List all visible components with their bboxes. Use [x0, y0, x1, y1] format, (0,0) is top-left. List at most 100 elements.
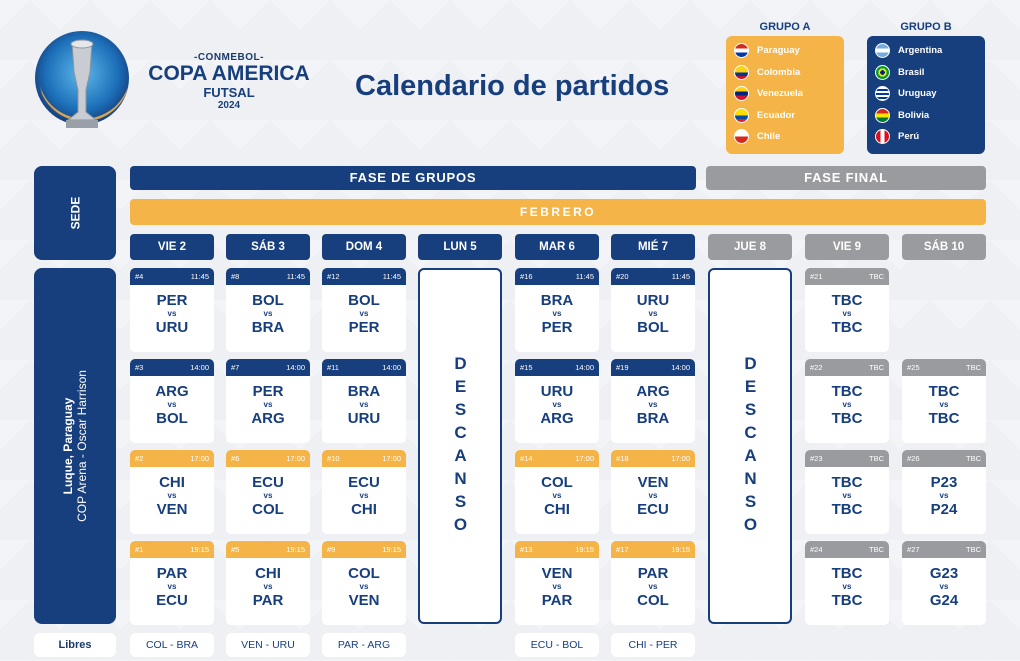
match-away-team: TBC — [831, 319, 863, 336]
match-vs: vs — [359, 309, 369, 318]
match-card: #7 14:00 PER vs ARG — [226, 359, 310, 443]
group-a-team: Colombia — [757, 66, 801, 78]
match-time: 17:00 — [286, 454, 305, 463]
match-header: #1 19:15 — [130, 541, 214, 558]
match-card: #13 19:15 VEN vs PAR — [515, 541, 599, 625]
match-away-team: PER — [348, 319, 380, 336]
match-time: 19:15 — [671, 545, 690, 554]
match-time: 11:45 — [382, 272, 401, 281]
match-vs: vs — [263, 582, 273, 591]
match-header: #26 TBC — [902, 450, 986, 467]
match-number: #7 — [231, 363, 240, 372]
match-card: #24 TBC TBC vs TBC — [805, 541, 889, 625]
match-number: #22 — [810, 363, 823, 372]
group-b-team: Brasil — [898, 66, 925, 78]
match-card: #17 19:15 PAR vs COL — [611, 541, 695, 625]
colombia-flag-icon — [734, 64, 749, 80]
match-number: #6 — [231, 454, 240, 463]
match-time: 11:45 — [575, 272, 594, 281]
day-header: LUN 5 — [418, 234, 502, 260]
paraguay-flag-icon — [734, 43, 749, 59]
match-vs: vs — [552, 400, 562, 409]
match-number: #12 — [327, 272, 340, 281]
brand-futsal: FUTSAL — [203, 85, 255, 100]
match-header: #20 11:45 — [611, 268, 695, 285]
match-away-team: COL — [637, 592, 669, 609]
match-header: #5 19:15 — [226, 541, 310, 558]
match-time: 19:15 — [286, 545, 305, 554]
match-number: #15 — [520, 363, 533, 372]
match-away-team: TBC — [831, 592, 863, 609]
venue-box: Luque, Paraguay COP Arena - Oscar Harris… — [34, 268, 116, 624]
match-card: #19 14:00 ARG vs BRA — [611, 359, 695, 443]
bolivia-flag-icon — [875, 107, 890, 123]
match-header: #23 TBC — [805, 450, 889, 467]
match-away-team: BRA — [251, 319, 285, 336]
match-home-team: TBC — [831, 474, 863, 491]
match-card: #22 TBC TBC vs TBC — [805, 359, 889, 443]
group-a-title: GRUPO A — [759, 21, 811, 33]
day-header: VIE 9 — [805, 234, 889, 260]
match-home-team: BOL — [348, 292, 380, 309]
day-header: SÁB 10 — [902, 234, 986, 260]
match-time: TBC — [869, 454, 884, 463]
month-banner: FEBRERO — [130, 199, 986, 225]
free-teams: COL - BRA — [130, 633, 214, 657]
match-header: #3 14:00 — [130, 359, 214, 376]
match-card: #12 11:45 BOL vs PER — [322, 268, 406, 352]
match-header: #16 11:45 — [515, 268, 599, 285]
match-number: #24 — [810, 545, 823, 554]
phase-final: FASE FINAL — [706, 166, 986, 190]
match-number: #26 — [907, 454, 920, 463]
uruguay-flag-icon — [875, 86, 890, 102]
match-away-team: VEN — [156, 501, 188, 518]
match-card: #9 19:15 COL vs VEN — [322, 541, 406, 625]
match-home-team: CHI — [255, 565, 281, 582]
match-away-team: BRA — [636, 410, 670, 427]
match-card: #11 14:00 BRA vs URU — [322, 359, 406, 443]
match-card: #25 TBC TBC vs TBC — [902, 359, 986, 443]
match-home-team: BRA — [540, 292, 574, 309]
match-time: 14:00 — [575, 363, 594, 372]
match-home-team: VEN — [637, 474, 669, 491]
match-vs: vs — [359, 582, 369, 591]
match-header: #11 14:00 — [322, 359, 406, 376]
match-card: #10 17:00 ECU vs CHI — [322, 450, 406, 534]
match-home-team: CHI — [159, 474, 185, 491]
match-home-team: PER — [156, 292, 188, 309]
match-time: 19:15 — [190, 545, 209, 554]
match-time: 14:00 — [382, 363, 401, 372]
match-time: 11:45 — [671, 272, 690, 281]
match-card: #20 11:45 URU vs BOL — [611, 268, 695, 352]
match-away-team: BOL — [637, 319, 669, 336]
match-time: 11:45 — [190, 272, 209, 281]
match-time: 17:00 — [671, 454, 690, 463]
match-number: #14 — [520, 454, 533, 463]
match-vs: vs — [842, 400, 852, 409]
group-b: GRUPO B Argentina Brasil Uruguay Bolivia… — [867, 18, 985, 154]
trophy-logo-icon — [35, 31, 129, 128]
day-header: DOM 4 — [322, 234, 406, 260]
match-header: #25 TBC — [902, 359, 986, 376]
match-vs: vs — [842, 491, 852, 500]
venue-arena: COP Arena - Oscar Harrison — [75, 370, 90, 522]
match-away-team: ARG — [540, 410, 574, 427]
group-b-title: GRUPO B — [900, 21, 952, 33]
match-home-team: COL — [348, 565, 380, 582]
free-teams: ECU - BOL — [515, 633, 599, 657]
match-away-team: URU — [155, 319, 189, 336]
match-number: #9 — [327, 545, 336, 554]
rest-day-lun5: DESCANSO — [418, 268, 502, 624]
group-b-team: Argentina — [898, 45, 943, 57]
rest-label: DESCANSO — [741, 354, 760, 538]
match-vs: vs — [359, 400, 369, 409]
day-header: SÁB 3 — [226, 234, 310, 260]
match-card: #26 TBC P23 vs P24 — [902, 450, 986, 534]
match-number: #19 — [616, 363, 629, 372]
match-home-team: ECU — [348, 474, 380, 491]
match-header: #13 19:15 — [515, 541, 599, 558]
match-away-team: TBC — [831, 501, 863, 518]
match-away-team: TBC — [831, 410, 863, 427]
match-card: #2 17:00 CHI vs VEN — [130, 450, 214, 534]
match-vs: vs — [939, 491, 949, 500]
